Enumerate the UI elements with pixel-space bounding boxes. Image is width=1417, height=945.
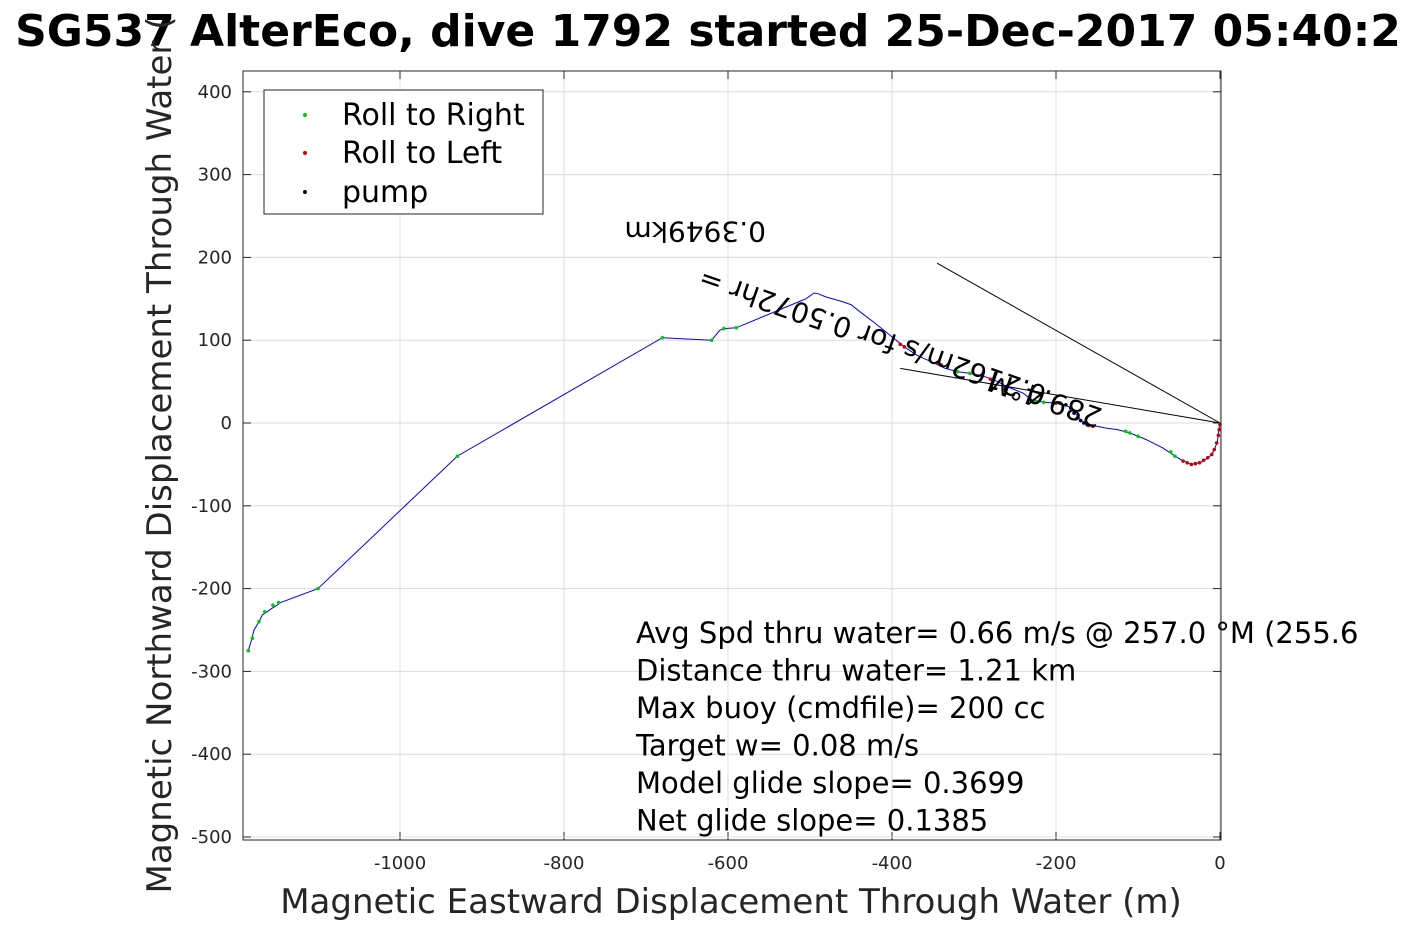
x-tick-label: 0 — [1214, 853, 1225, 874]
roll-left-point — [902, 345, 907, 349]
y-tick-label: -200 — [191, 579, 232, 600]
pump-point — [1068, 406, 1073, 410]
roll-right-point — [722, 326, 726, 331]
roll-left-point — [1216, 433, 1221, 438]
marker-points — [246, 325, 1222, 653]
pump-point — [1082, 421, 1086, 425]
roll-right-point — [955, 369, 960, 374]
roll-left-point — [1197, 460, 1202, 465]
annotation-line: Net glide slope= 0.1385 — [636, 804, 988, 838]
y-tick-label: -100 — [191, 496, 232, 517]
grid — [243, 71, 1221, 840]
legend: Roll to Right Roll to Left pump — [263, 89, 544, 215]
roll-left-point — [939, 363, 943, 367]
roll-right-point — [246, 648, 251, 653]
roll-left-point — [1210, 452, 1214, 457]
roll-right-point — [1123, 429, 1128, 434]
y-tick-label: 300 — [198, 165, 232, 186]
roll-left-point — [1181, 459, 1185, 463]
y-tick-labels: 400 300 200 100 0 -100 -200 -300 -400 -500 — [191, 82, 232, 848]
track-series — [247, 292, 1221, 651]
pump-point — [1085, 422, 1089, 427]
roll-left-point — [1201, 458, 1206, 463]
roll-right-point — [1173, 454, 1177, 458]
roll-left-point — [1217, 427, 1221, 432]
x-tick-label: -800 — [544, 853, 585, 874]
x-tick-label: -400 — [872, 853, 913, 874]
roll-right-point — [1169, 450, 1173, 454]
roll-left-point — [1193, 461, 1198, 466]
y-axis-label: Magnetic Northward Displacement Through … — [140, 17, 180, 894]
roll-right-point — [316, 586, 320, 591]
x-tick-labels: -1000 -800 -600 -400 -200 0 — [374, 853, 1226, 874]
legend-label-roll-left: Roll to Left — [342, 136, 502, 171]
roll-right-point — [276, 600, 281, 605]
roll-left-point — [988, 377, 993, 381]
roll-right-point — [1128, 431, 1132, 435]
y-tick-label: -300 — [191, 661, 232, 682]
reference-lines — [900, 262, 1221, 424]
annotation-block: Avg Spd thru water= 0.66 m/s @ 257.0 °M … — [635, 616, 1358, 838]
legend-label-pump: pump — [342, 175, 428, 210]
pump-point — [1072, 411, 1076, 415]
roll-right-point — [271, 603, 275, 607]
roll-left-point — [1185, 460, 1189, 465]
annotation-line: Avg Spd thru water= 0.66 m/s @ 257.0 °M … — [636, 616, 1358, 650]
roll-right-point — [968, 371, 972, 376]
roll-right-point — [250, 636, 255, 641]
legend-marker-roll-left — [303, 151, 307, 155]
legend-marker-roll-right — [303, 113, 307, 117]
pump-point — [1075, 416, 1080, 420]
track-line — [247, 292, 1221, 651]
pump-point — [1064, 402, 1068, 407]
annotation-line: Max buoy (cmdfile)= 200 cc — [636, 691, 1045, 725]
y-tick-label: -400 — [191, 744, 232, 765]
y-tick-label: 0 — [221, 413, 232, 434]
roll-right-point — [1041, 400, 1046, 405]
axes-box — [242, 70, 1222, 841]
x-tick-label: -600 — [708, 853, 749, 874]
x-tick-label: -200 — [1036, 853, 1077, 874]
x-axis-label: Magnetic Eastward Displacement Through W… — [280, 882, 1182, 922]
pump-point — [1078, 418, 1083, 423]
roll-left-point — [980, 374, 984, 378]
roll-left-point — [1205, 455, 1210, 460]
roll-right-point — [455, 454, 460, 458]
roll-right-point — [734, 325, 738, 330]
roll-right-point — [1136, 434, 1140, 439]
x-tick-label: -1000 — [374, 853, 426, 874]
chart-title: SG537 AlterEco, dive 1792 started 25-Dec… — [15, 6, 1401, 57]
legend-label-roll-right: Roll to Right — [342, 98, 525, 133]
roll-right-point — [1033, 399, 1038, 404]
legend-marker-pump — [303, 190, 307, 194]
annotation-line: Distance thru water= 1.21 km — [636, 654, 1076, 688]
y-tick-label: 100 — [198, 330, 232, 351]
annotation-line: Target w= 0.08 m/s — [635, 729, 919, 763]
roll-left-point — [898, 342, 902, 347]
rotated-label: 0.3949km — [624, 215, 765, 248]
roll-left-point — [1054, 401, 1058, 405]
reference-line — [936, 262, 1221, 424]
annotation-line: Model glide slope= 0.3699 — [636, 766, 1024, 800]
roll-left-point — [1091, 424, 1095, 429]
y-tick-label: -500 — [191, 827, 232, 848]
legend-box — [263, 89, 544, 215]
roll-right-point — [257, 619, 261, 624]
roll-right-point — [660, 335, 665, 340]
roll-left-point — [1214, 441, 1219, 445]
roll-right-point — [709, 338, 714, 343]
y-tick-label: 400 — [198, 82, 232, 103]
roll-left-point — [935, 360, 939, 365]
roll-right-point — [262, 609, 267, 614]
roll-left-point — [1212, 447, 1217, 452]
y-tick-label: 200 — [198, 247, 232, 268]
pump-point — [1058, 401, 1062, 405]
roll-left-point — [1189, 462, 1194, 467]
reference-line — [900, 367, 1221, 424]
